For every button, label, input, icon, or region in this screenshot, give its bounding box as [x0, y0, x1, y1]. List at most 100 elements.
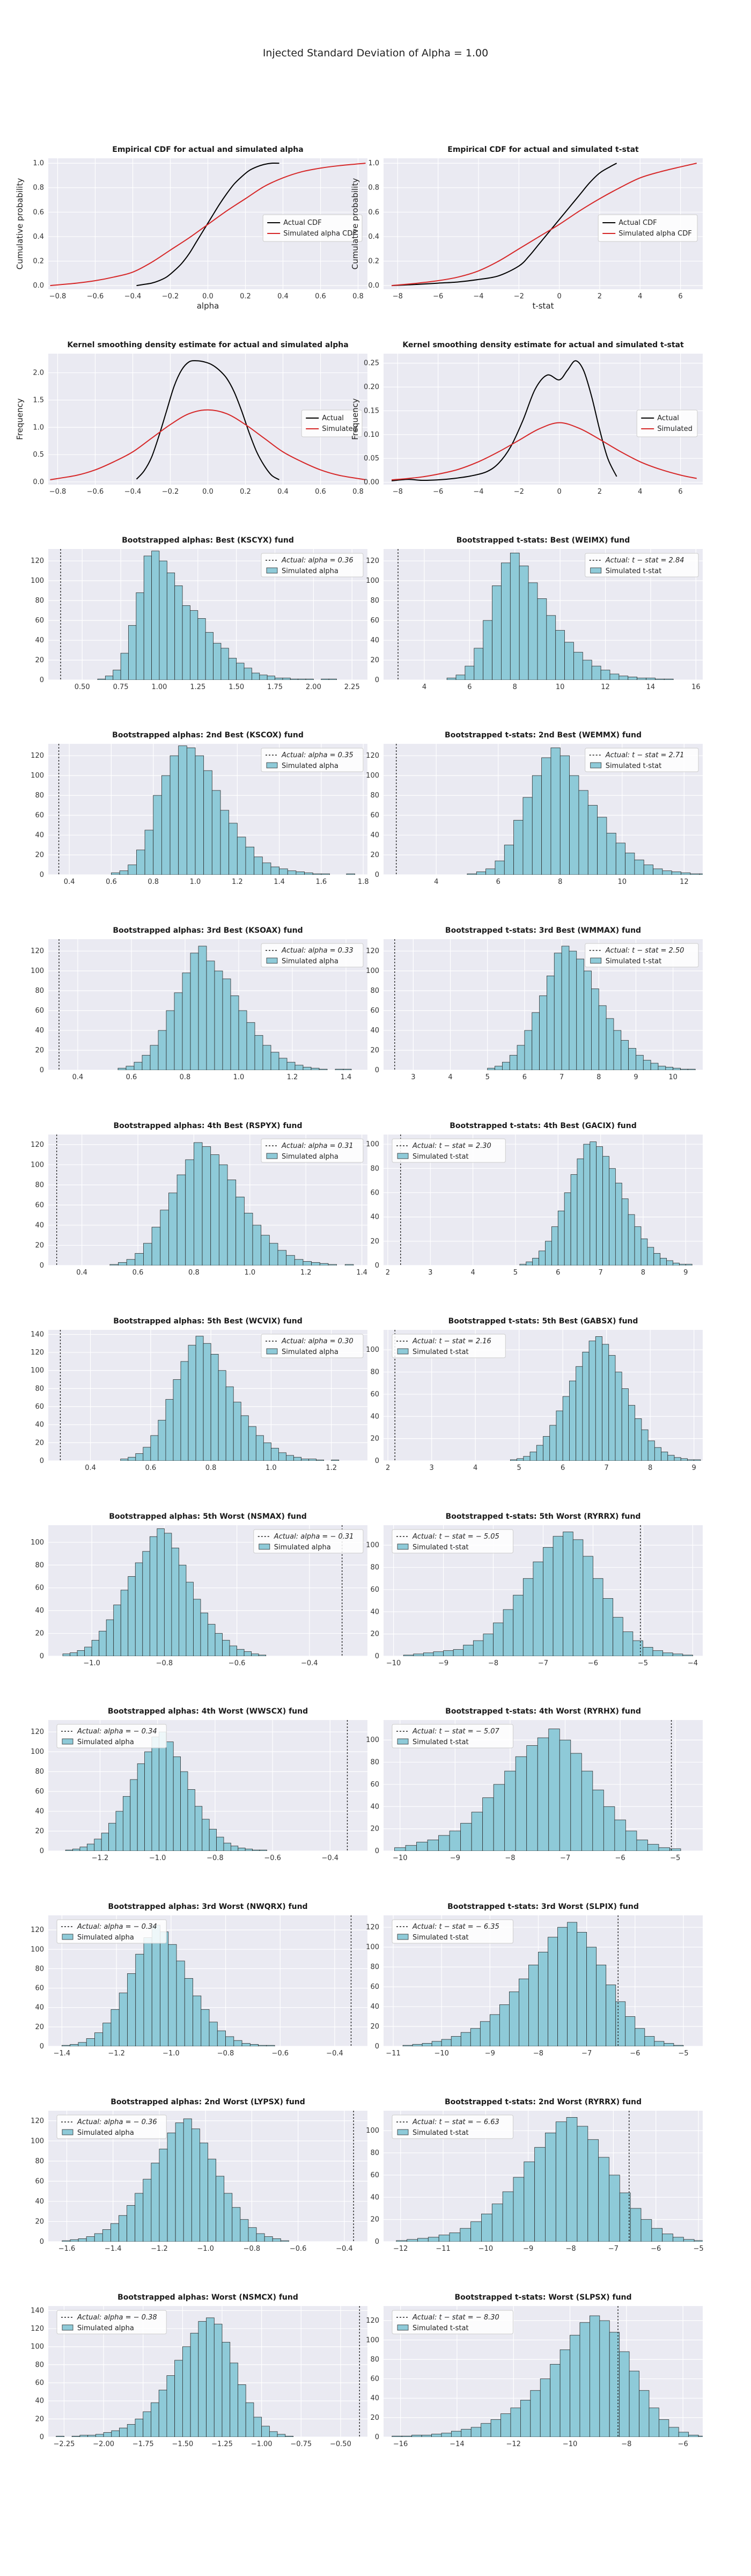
hist-bar — [673, 1068, 681, 1071]
series-group — [391, 360, 697, 481]
bars-group — [510, 1336, 701, 1461]
hist-bar — [619, 675, 629, 680]
legend-label-hist: Simulated alpha — [77, 1738, 134, 1746]
legend-box — [261, 1334, 364, 1358]
legend-box — [392, 1724, 513, 1748]
hist-bar — [193, 1599, 201, 1656]
hist-bar — [208, 1623, 216, 1656]
x-tick-label: −7 — [608, 2245, 619, 2253]
hist-bar — [658, 1066, 666, 1071]
hist-bar — [520, 2399, 531, 2437]
chart-boot_alpha_best: Bootstrapped alphas: Best (KSCYX) fund 0 2… — [31, 536, 367, 691]
hist-bar — [550, 748, 561, 875]
x-tick-label: −6 — [433, 292, 443, 301]
hist-bar — [183, 2118, 192, 2242]
x-tick-label: 2.00 — [306, 683, 321, 691]
hist-bar — [471, 1812, 483, 1851]
x-tick-label: −1.0 — [149, 1854, 166, 1862]
hist-bar — [266, 2045, 275, 2047]
hist-bar — [319, 1263, 329, 1265]
hist-bar — [142, 1550, 150, 1656]
hist-bar — [407, 2239, 418, 2242]
x-tick-label: −10 — [393, 1854, 407, 1862]
y-tick-label: 20 — [35, 1439, 44, 1447]
hist-bar — [481, 2423, 491, 2437]
hist-bar — [258, 1655, 267, 1656]
x-tick-label: −16 — [393, 2440, 408, 2448]
hist-bar — [149, 1536, 158, 1656]
hist-bar — [639, 2390, 650, 2437]
hist-bar — [151, 550, 160, 680]
y-tick-label: 40 — [35, 2004, 44, 2012]
y-tick-label: 80 — [370, 792, 379, 800]
legend-box — [636, 409, 698, 437]
hist-bar — [186, 1582, 194, 1656]
hist-bar — [476, 872, 487, 875]
legend: Actual: t − stat = − 8.30 Simulated t-sta… — [392, 2310, 513, 2334]
hist-bar — [564, 641, 574, 680]
x-tick-label: −0.4 — [326, 2050, 343, 2058]
chart-title: Bootstrapped alphas: 2nd Best (KSCOX) fu… — [112, 731, 304, 740]
hist-bar — [669, 1848, 681, 1851]
hist-bar — [421, 2434, 432, 2437]
y-tick-label: 0 — [40, 1457, 44, 1465]
x-tick-label: 1.0 — [233, 1073, 245, 1081]
hist-bar — [218, 1370, 226, 1461]
y-tick-label: 100 — [366, 1346, 379, 1354]
hist-bar — [557, 1927, 568, 2047]
y-tick-label: 60 — [35, 1007, 44, 1015]
bars-group — [403, 1531, 693, 1656]
y-tick-label: 0.00 — [364, 478, 379, 486]
hist-bar — [128, 1576, 136, 1656]
y-tick-label: 100 — [366, 1737, 379, 1745]
hist-bar — [237, 1649, 245, 1656]
legend-swatch-hist — [62, 1934, 73, 1940]
x-tick-label: 0.0 — [202, 292, 213, 301]
hist-bar — [151, 2163, 160, 2242]
y-tick-label: 80 — [35, 2157, 44, 2165]
x-tick-label: −0.8 — [217, 2050, 234, 2058]
hist-bar — [503, 1609, 514, 1656]
hist-bar — [214, 970, 223, 1071]
x-tick-label: 9 — [683, 1269, 688, 1277]
y-tick-label: 0.10 — [364, 431, 379, 439]
x-tick-label: −0.50 — [330, 2440, 351, 2448]
hist-bar — [248, 2227, 257, 2242]
x-tick-label: 5 — [517, 1464, 521, 1472]
x-tick-label: 2 — [598, 292, 602, 301]
y-tick-label: 120 — [366, 947, 379, 955]
hist-bar — [569, 775, 579, 875]
hist-bar — [587, 2139, 599, 2242]
hist-bar — [537, 598, 547, 680]
y-tick-label: 0 — [375, 1262, 379, 1270]
bars-group — [394, 1729, 681, 1851]
hist-bar — [635, 2028, 645, 2047]
hist-bar — [673, 2045, 684, 2047]
hist-bar — [180, 1772, 188, 1851]
hist-bar — [615, 1182, 622, 1265]
series-group — [50, 360, 366, 480]
hist-bar — [579, 2322, 590, 2437]
hist-bar — [460, 2228, 472, 2242]
hist-bar — [699, 874, 703, 875]
hist-bar — [321, 678, 329, 680]
hist-bar — [532, 775, 542, 875]
hist-bar — [690, 874, 700, 875]
hist-bar — [519, 1979, 529, 2047]
hist-bar — [143, 1937, 152, 2047]
x-tick-label: −0.6 — [87, 488, 104, 496]
y-axis-label: Frequency — [15, 398, 25, 440]
y-tick-label: 20 — [35, 2218, 44, 2226]
x-tick-label: 6 — [496, 878, 500, 886]
hist-bar — [647, 1247, 654, 1265]
x-tick-label: −12 — [393, 2245, 408, 2253]
legend-box — [392, 2310, 513, 2334]
hist-bar — [619, 2351, 630, 2437]
hist-bar — [233, 2040, 242, 2047]
x-tick-label: 3 — [428, 1269, 432, 1277]
x-tick-label: −1.4 — [54, 2050, 71, 2058]
hist-bar — [465, 665, 475, 680]
hist-bar — [209, 1829, 217, 1851]
x-tick-label: 0.8 — [352, 292, 364, 301]
x-tick-label: −14 — [450, 2440, 464, 2448]
